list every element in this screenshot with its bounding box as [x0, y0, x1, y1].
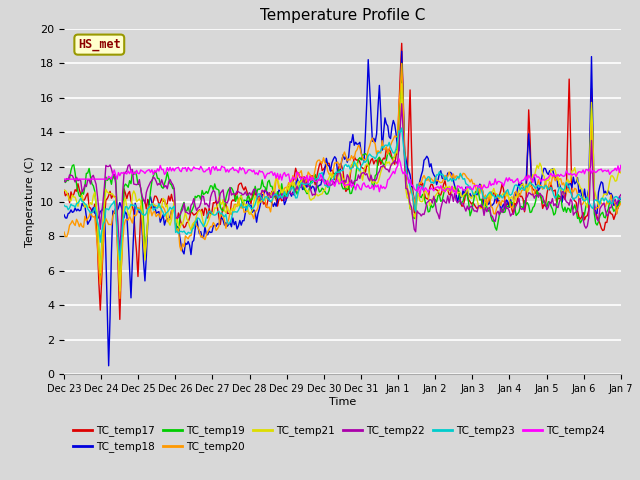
TC_temp23 [129, 203, 136, 208]
TC_temp17 [465, 197, 472, 203]
TC_temp18 [398, 48, 406, 54]
TC_temp24 [465, 185, 472, 191]
TC_temp24 [416, 193, 424, 199]
TC_temp18 [60, 212, 68, 217]
TC_temp22 [243, 192, 251, 198]
X-axis label: Time: Time [329, 397, 356, 407]
TC_temp22 [617, 192, 625, 198]
TC_temp24 [241, 171, 249, 177]
TC_temp21 [617, 170, 625, 176]
TC_temp19 [465, 200, 472, 206]
TC_temp20 [465, 176, 472, 182]
TC_temp17 [398, 40, 406, 46]
TC_temp18 [465, 193, 472, 199]
TC_temp17 [129, 203, 136, 209]
TC_temp20 [60, 229, 68, 235]
TC_temp23 [282, 192, 290, 198]
TC_temp19 [617, 199, 625, 205]
Y-axis label: Temperature (C): Temperature (C) [24, 156, 35, 247]
TC_temp23 [468, 186, 476, 192]
TC_temp22 [465, 207, 472, 213]
Line: TC_temp24: TC_temp24 [64, 159, 621, 196]
TC_temp19 [468, 208, 476, 214]
TC_temp22 [129, 167, 136, 172]
Line: TC_temp22: TC_temp22 [64, 104, 621, 253]
TC_temp24 [60, 176, 68, 182]
TC_temp24 [127, 168, 135, 173]
TC_temp24 [412, 187, 419, 193]
TC_temp18 [617, 197, 625, 203]
TC_temp17 [116, 316, 124, 322]
TC_temp19 [116, 288, 124, 294]
TC_temp17 [617, 196, 625, 202]
TC_temp21 [116, 288, 124, 294]
TC_temp22 [116, 250, 124, 256]
TC_temp22 [398, 101, 406, 107]
TC_temp23 [617, 196, 625, 202]
TC_temp23 [116, 257, 124, 263]
TC_temp18 [468, 194, 476, 200]
TC_temp20 [617, 200, 625, 206]
Line: TC_temp20: TC_temp20 [64, 63, 621, 299]
TC_temp17 [282, 194, 290, 200]
TC_temp22 [468, 203, 476, 209]
TC_temp22 [60, 178, 68, 184]
TC_temp18 [413, 183, 421, 189]
TC_temp23 [60, 202, 68, 208]
TC_temp18 [129, 259, 136, 264]
TC_temp21 [398, 81, 406, 86]
TC_temp21 [282, 191, 290, 196]
TC_temp20 [468, 177, 476, 182]
Legend: TC_temp17, TC_temp18, TC_temp19, TC_temp20, TC_temp21, TC_temp22, TC_temp23, TC_: TC_temp17, TC_temp18, TC_temp19, TC_temp… [69, 421, 609, 456]
Line: TC_temp21: TC_temp21 [64, 84, 621, 291]
TC_temp17 [60, 187, 68, 193]
TC_temp19 [243, 197, 251, 203]
Line: TC_temp19: TC_temp19 [64, 63, 621, 291]
TC_temp18 [282, 198, 290, 204]
Line: TC_temp23: TC_temp23 [64, 128, 621, 260]
TC_temp21 [468, 195, 476, 201]
TC_temp23 [243, 207, 251, 213]
TC_temp23 [398, 125, 406, 131]
TC_temp20 [116, 296, 124, 301]
TC_temp19 [282, 190, 290, 195]
Title: Temperature Profile C: Temperature Profile C [260, 9, 425, 24]
TC_temp17 [243, 188, 251, 194]
TC_temp19 [398, 60, 406, 66]
Line: TC_temp17: TC_temp17 [64, 43, 621, 319]
TC_temp23 [465, 183, 472, 189]
TC_temp20 [243, 208, 251, 214]
TC_temp18 [243, 198, 251, 204]
Line: TC_temp18: TC_temp18 [64, 51, 621, 366]
TC_temp19 [60, 177, 68, 183]
TC_temp24 [468, 186, 476, 192]
TC_temp18 [105, 363, 113, 369]
TC_temp20 [413, 183, 421, 189]
TC_temp21 [243, 201, 251, 207]
TC_temp21 [129, 192, 136, 198]
TC_temp20 [129, 220, 136, 226]
TC_temp22 [282, 194, 290, 200]
TC_temp21 [60, 188, 68, 193]
TC_temp19 [129, 169, 136, 175]
Text: HS_met: HS_met [78, 38, 121, 51]
TC_temp24 [395, 156, 403, 162]
TC_temp19 [413, 192, 421, 197]
TC_temp24 [281, 169, 289, 175]
TC_temp20 [282, 184, 290, 190]
TC_temp21 [465, 192, 472, 198]
TC_temp23 [413, 181, 421, 187]
TC_temp17 [468, 201, 476, 207]
TC_temp17 [413, 182, 421, 188]
TC_temp20 [398, 60, 406, 66]
TC_temp21 [413, 191, 421, 196]
TC_temp24 [617, 163, 625, 168]
TC_temp22 [413, 208, 421, 214]
